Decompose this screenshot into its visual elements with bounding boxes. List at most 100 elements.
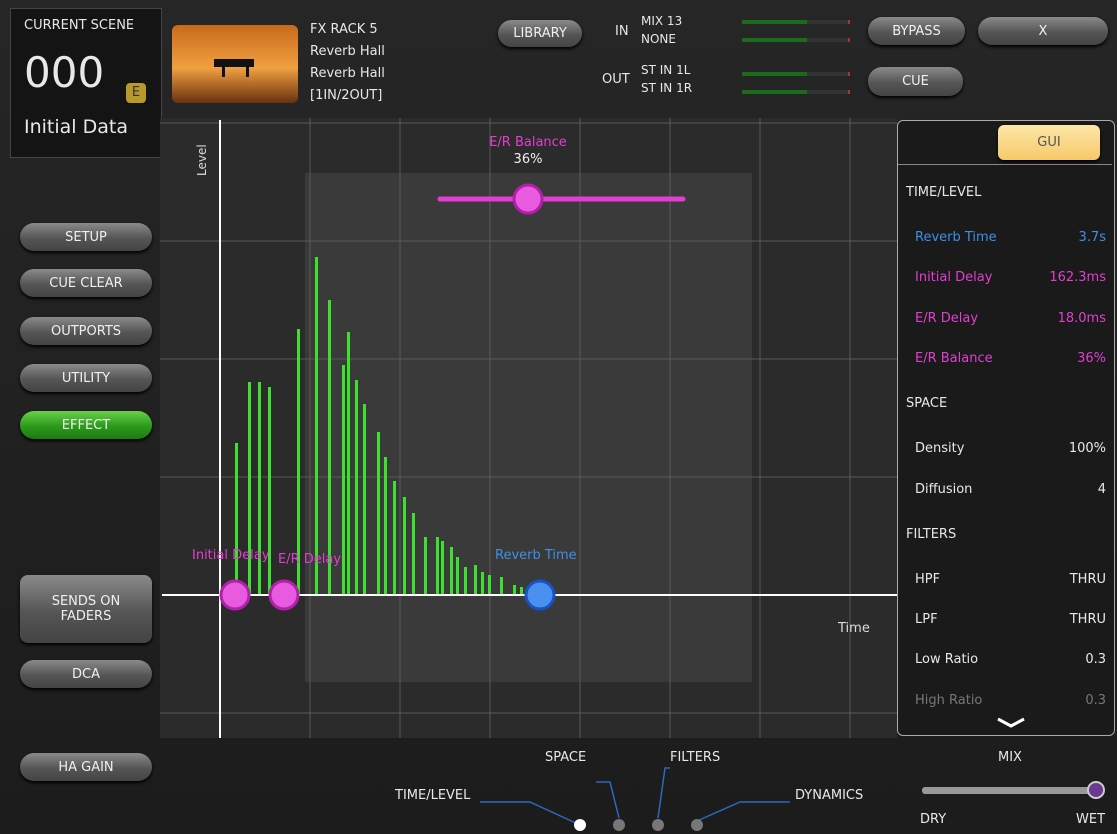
- reverb-time-handle[interactable]: [524, 579, 556, 611]
- reflection-bar: [488, 575, 491, 595]
- out-label: OUT: [602, 72, 630, 87]
- cue-button[interactable]: CUE: [868, 67, 963, 96]
- param-value[interactable]: THRU: [1069, 612, 1106, 628]
- sidebar-button[interactable]: HA GAIN: [20, 753, 152, 781]
- handle-label: Initial Delay: [192, 548, 270, 563]
- reflection-bar: [328, 300, 331, 595]
- handle-label: E/R Delay: [278, 552, 341, 567]
- tab-dot[interactable]: [691, 819, 703, 831]
- param-value[interactable]: 162.3ms: [1049, 270, 1106, 286]
- meter: [742, 72, 850, 76]
- sidebar-button[interactable]: SENDS ON FADERS: [20, 575, 152, 643]
- reflection-bar: [297, 329, 300, 595]
- sidebar-button[interactable]: SETUP: [20, 223, 152, 251]
- in-source: MIX 13: [641, 14, 683, 28]
- tab-label[interactable]: SPACE: [545, 750, 587, 765]
- meter: [742, 20, 850, 24]
- param-name[interactable]: Density: [915, 441, 965, 457]
- in-label: IN: [615, 24, 629, 39]
- param-value[interactable]: 3.7s: [1078, 230, 1106, 245]
- mix-wet: WET: [1076, 812, 1106, 827]
- sidebar-button[interactable]: OUTPORTS: [20, 317, 152, 345]
- x-axis-label: Time: [837, 621, 870, 636]
- balance-handle[interactable]: [512, 183, 544, 215]
- sidebar-button[interactable]: DCA: [20, 660, 152, 688]
- mix-label: MIX: [998, 750, 1022, 765]
- gui-button[interactable]: GUI: [998, 125, 1100, 160]
- handle-label: Reverb Time: [495, 548, 577, 563]
- param-value[interactable]: THRU: [1069, 571, 1106, 587]
- reflection-bar: [258, 382, 261, 595]
- reflection-bar: [436, 537, 439, 595]
- reflection-bar: [268, 387, 271, 595]
- scene-name: Initial Data: [24, 116, 128, 138]
- section-title: SPACE: [906, 396, 948, 412]
- reflection-bar: [315, 257, 318, 595]
- reflection-bar: [456, 557, 459, 595]
- balance-label: E/R Balance: [489, 135, 567, 150]
- param-name[interactable]: HPF: [915, 571, 941, 587]
- reflection-bar: [235, 443, 238, 595]
- scene-number: 000: [24, 48, 105, 97]
- param-value[interactable]: 36%: [1077, 350, 1106, 366]
- scroll-arrow[interactable]: [996, 716, 1026, 730]
- sidebar-button[interactable]: UTILITY: [20, 364, 152, 392]
- sidebar-button[interactable]: CUE CLEAR: [20, 269, 152, 297]
- reflection-bar: [500, 577, 503, 595]
- reflection-bar: [424, 537, 427, 595]
- param-name[interactable]: E/R Delay: [915, 310, 979, 326]
- reflection-bar: [248, 382, 251, 595]
- param-panel: [897, 120, 1115, 736]
- out-dest: ST IN 1R: [641, 81, 693, 95]
- reflection-bar: [384, 457, 387, 595]
- param-value[interactable]: 0.3: [1085, 652, 1106, 668]
- reflection-bar: [403, 497, 406, 595]
- sidebar-button[interactable]: EFFECT: [20, 411, 152, 439]
- reflection-bar: [377, 432, 380, 595]
- scene-badge: E: [126, 83, 146, 103]
- param-name[interactable]: Reverb Time: [915, 230, 997, 245]
- tab-dot[interactable]: [613, 819, 625, 831]
- reflection-bar: [464, 567, 467, 595]
- tab-bar: [480, 767, 1105, 831]
- out-dest: ST IN 1L: [641, 63, 691, 77]
- reflection-bar: [441, 541, 444, 595]
- param-name[interactable]: E/R Balance: [915, 350, 993, 366]
- reflection-bar: [363, 404, 366, 595]
- mix-knob[interactable]: [1087, 781, 1105, 799]
- effect-io: [1IN/2OUT]: [310, 88, 383, 103]
- param-name[interactable]: LPF: [915, 612, 938, 628]
- param-value[interactable]: 4: [1097, 481, 1106, 497]
- param-name[interactable]: High Ratio: [915, 692, 983, 708]
- graph: Level Time E/R Balance 36% Initial Delay…: [160, 118, 897, 738]
- initial-delay-handle[interactable]: [219, 579, 251, 611]
- scene-label: CURRENT SCENE: [24, 18, 135, 33]
- effect-preset: Reverb Hall: [310, 66, 385, 81]
- in-source: NONE: [641, 32, 676, 46]
- bypass-button[interactable]: BYPASS: [868, 17, 965, 45]
- meter: [742, 90, 850, 94]
- tab-label[interactable]: FILTERS: [670, 750, 721, 765]
- effect-thumbnail: [172, 25, 298, 103]
- section-title: TIME/LEVEL: [906, 185, 982, 200]
- tab-dot[interactable]: [652, 819, 664, 831]
- reflection-bar: [342, 365, 345, 595]
- library-button[interactable]: LIBRARY: [498, 20, 582, 47]
- param-value[interactable]: 100%: [1068, 441, 1106, 457]
- param-name[interactable]: Initial Delay: [915, 270, 993, 286]
- tab-dot[interactable]: [574, 819, 586, 831]
- meter: [742, 38, 850, 42]
- tab-label[interactable]: TIME/LEVEL: [395, 788, 471, 803]
- tab-label[interactable]: DYNAMICS: [795, 788, 864, 803]
- reflection-bar: [347, 332, 350, 595]
- reflection-bar: [450, 547, 453, 595]
- reflection-bar: [355, 380, 358, 595]
- param-value[interactable]: 18.0ms: [1057, 310, 1106, 326]
- reflection-bar: [520, 587, 523, 595]
- param-name[interactable]: Low Ratio: [915, 652, 979, 668]
- er-delay-handle[interactable]: [268, 579, 300, 611]
- param-value[interactable]: 0.3: [1085, 692, 1106, 708]
- param-name[interactable]: Diffusion: [915, 481, 973, 497]
- close-button[interactable]: X: [978, 17, 1108, 45]
- reflection-bar: [513, 585, 516, 595]
